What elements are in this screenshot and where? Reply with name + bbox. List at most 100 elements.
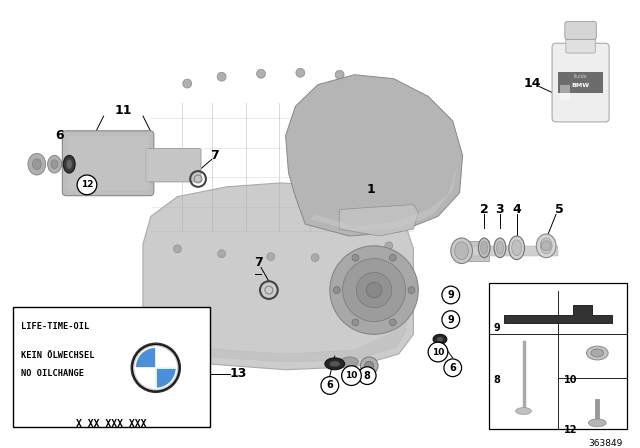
Text: 14: 14 bbox=[524, 77, 541, 90]
Text: 8: 8 bbox=[364, 370, 371, 381]
FancyBboxPatch shape bbox=[68, 136, 149, 191]
FancyBboxPatch shape bbox=[62, 131, 154, 196]
Bar bbox=[558, 72, 604, 94]
Text: 6: 6 bbox=[55, 129, 64, 142]
Circle shape bbox=[296, 69, 305, 77]
Circle shape bbox=[321, 377, 339, 394]
Text: NO OILCHANGE: NO OILCHANGE bbox=[21, 369, 84, 378]
Text: 10: 10 bbox=[345, 371, 358, 380]
Text: fluide: fluide bbox=[573, 74, 588, 79]
Ellipse shape bbox=[63, 155, 75, 173]
Ellipse shape bbox=[67, 159, 72, 169]
Ellipse shape bbox=[325, 358, 344, 370]
Ellipse shape bbox=[330, 361, 340, 367]
Text: 2: 2 bbox=[480, 203, 488, 216]
Ellipse shape bbox=[478, 238, 490, 258]
Polygon shape bbox=[310, 165, 458, 231]
Wedge shape bbox=[135, 347, 156, 368]
Polygon shape bbox=[285, 75, 463, 236]
Circle shape bbox=[365, 362, 374, 370]
Wedge shape bbox=[156, 368, 177, 388]
Circle shape bbox=[352, 319, 359, 326]
Circle shape bbox=[389, 319, 396, 326]
Ellipse shape bbox=[536, 234, 556, 258]
Circle shape bbox=[342, 258, 406, 322]
Text: 9: 9 bbox=[447, 314, 454, 325]
Circle shape bbox=[356, 272, 392, 308]
Ellipse shape bbox=[494, 238, 506, 258]
Circle shape bbox=[218, 250, 225, 258]
Circle shape bbox=[351, 252, 358, 259]
Circle shape bbox=[442, 286, 460, 304]
FancyBboxPatch shape bbox=[565, 22, 596, 39]
Text: BMW: BMW bbox=[572, 83, 589, 88]
Circle shape bbox=[173, 245, 181, 253]
Ellipse shape bbox=[51, 160, 58, 168]
Ellipse shape bbox=[340, 357, 358, 367]
Circle shape bbox=[394, 90, 403, 99]
Circle shape bbox=[330, 246, 419, 334]
Ellipse shape bbox=[586, 346, 608, 360]
Circle shape bbox=[408, 287, 415, 293]
Ellipse shape bbox=[591, 349, 604, 357]
Bar bbox=[489, 283, 627, 429]
Circle shape bbox=[131, 343, 180, 392]
FancyBboxPatch shape bbox=[552, 43, 609, 122]
Text: 5: 5 bbox=[555, 203, 563, 216]
Ellipse shape bbox=[509, 236, 525, 259]
Circle shape bbox=[370, 77, 378, 86]
Ellipse shape bbox=[61, 157, 71, 171]
Circle shape bbox=[366, 282, 382, 298]
Ellipse shape bbox=[516, 408, 531, 414]
Circle shape bbox=[541, 241, 551, 251]
FancyBboxPatch shape bbox=[566, 25, 595, 53]
Bar bbox=[460, 246, 558, 256]
Ellipse shape bbox=[497, 241, 504, 254]
Text: 12: 12 bbox=[564, 425, 577, 435]
Text: 13: 13 bbox=[230, 367, 247, 380]
Circle shape bbox=[311, 254, 319, 262]
FancyBboxPatch shape bbox=[146, 148, 201, 182]
Text: 3: 3 bbox=[495, 203, 504, 216]
Circle shape bbox=[352, 254, 359, 261]
Ellipse shape bbox=[451, 238, 472, 263]
Text: 7: 7 bbox=[211, 149, 219, 162]
Text: 6: 6 bbox=[326, 380, 333, 391]
Bar bbox=[460, 241, 489, 261]
Wedge shape bbox=[156, 347, 177, 368]
Circle shape bbox=[442, 311, 460, 328]
Ellipse shape bbox=[64, 161, 68, 168]
Text: 10: 10 bbox=[564, 375, 577, 385]
Circle shape bbox=[335, 70, 344, 79]
Text: 1: 1 bbox=[367, 183, 376, 196]
Text: 7: 7 bbox=[253, 256, 262, 269]
Circle shape bbox=[428, 342, 448, 362]
Polygon shape bbox=[143, 183, 413, 370]
Text: 9: 9 bbox=[447, 290, 454, 300]
Ellipse shape bbox=[28, 153, 45, 175]
Ellipse shape bbox=[540, 238, 552, 254]
Ellipse shape bbox=[33, 159, 41, 170]
Text: 6: 6 bbox=[449, 363, 456, 373]
Circle shape bbox=[217, 72, 226, 81]
Ellipse shape bbox=[588, 419, 606, 427]
Ellipse shape bbox=[454, 242, 468, 259]
Circle shape bbox=[333, 287, 340, 293]
Text: KEIN ÖLWECHSEL: KEIN ÖLWECHSEL bbox=[21, 351, 95, 360]
Ellipse shape bbox=[433, 334, 447, 344]
Circle shape bbox=[385, 242, 393, 250]
Circle shape bbox=[444, 359, 461, 377]
Text: LIFE-TIME-OIL: LIFE-TIME-OIL bbox=[21, 322, 90, 331]
Polygon shape bbox=[168, 318, 406, 362]
Wedge shape bbox=[135, 368, 156, 388]
Circle shape bbox=[183, 79, 191, 88]
Text: 10: 10 bbox=[432, 348, 444, 357]
Ellipse shape bbox=[436, 337, 444, 342]
Text: 4: 4 bbox=[512, 203, 521, 216]
Text: 8: 8 bbox=[493, 375, 500, 385]
Circle shape bbox=[342, 366, 362, 385]
Circle shape bbox=[267, 253, 275, 261]
Circle shape bbox=[360, 357, 378, 375]
Text: 9: 9 bbox=[493, 323, 500, 332]
Circle shape bbox=[358, 367, 376, 384]
